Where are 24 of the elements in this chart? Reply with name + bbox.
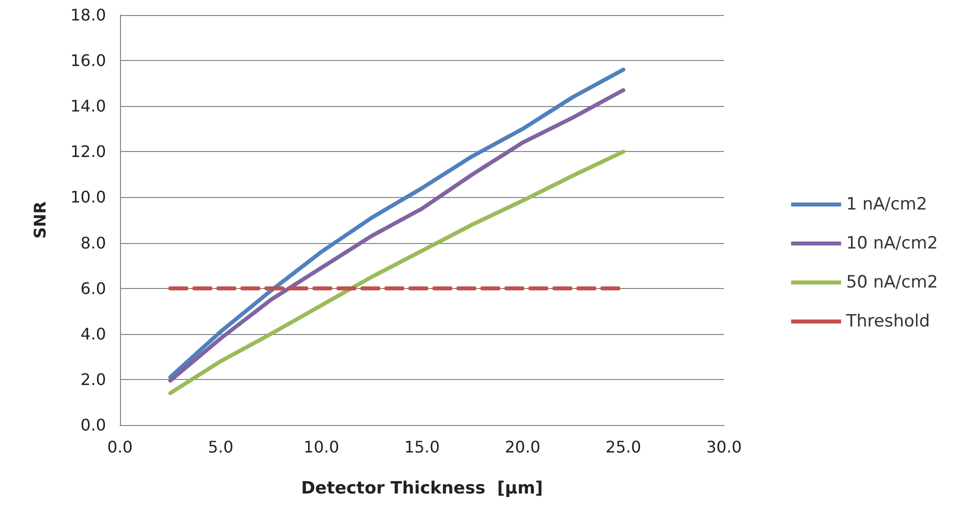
x-tick-label: 10.0 [304,438,340,456]
y-tick-label: 12.0 [70,142,106,162]
y-tick-label: 2.0 [80,370,106,389]
legend-label: 50 nA/cm2 [846,272,938,292]
x-tick-label: 5.0 [208,438,234,456]
x-tick-label: 0.0 [107,438,133,456]
x-tick-label: 30.0 [706,438,742,456]
y-tick-label: 10.0 [70,188,106,207]
x-tick-label: 20.0 [504,438,540,456]
x-tick-label: 15.0 [404,438,440,456]
legend-label: 1 nA/cm2 [846,194,928,214]
line-series [168,150,626,396]
y-axis-title: SNR [30,201,50,239]
y-tick-label: 16.0 [70,51,106,70]
legend-label: 10 nA/cm2 [846,234,938,254]
y-tick-label: 0.0 [80,416,106,434]
y-tick-label: 8.0 [80,233,106,252]
y-tick-label: 14.0 [70,96,106,116]
y-tick-label: 6.0 [80,278,106,298]
y-tick-label: 4.0 [80,324,106,344]
x-tick-label: 25.0 [606,438,642,456]
x-axis-title: Detector Thickness [µm] [301,478,543,498]
legend-label: Threshold [845,312,930,332]
y-tick-label: 18.0 [70,6,106,24]
